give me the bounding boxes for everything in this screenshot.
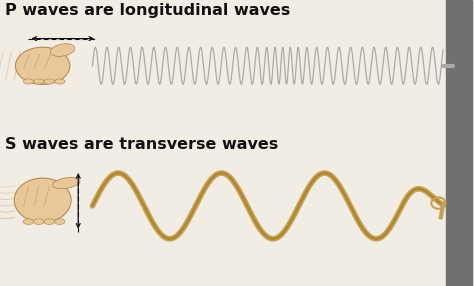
Ellipse shape <box>14 178 71 223</box>
Ellipse shape <box>15 47 70 84</box>
Bar <box>446 0 472 286</box>
Ellipse shape <box>23 79 34 84</box>
Ellipse shape <box>23 219 34 225</box>
Ellipse shape <box>34 219 44 225</box>
Ellipse shape <box>44 219 55 225</box>
Text: P waves are longitudinal waves: P waves are longitudinal waves <box>5 3 290 18</box>
Ellipse shape <box>53 178 80 188</box>
Ellipse shape <box>55 219 65 225</box>
Ellipse shape <box>50 44 75 56</box>
Ellipse shape <box>34 79 44 84</box>
Ellipse shape <box>55 79 65 84</box>
Text: S waves are transverse waves: S waves are transverse waves <box>5 137 278 152</box>
Ellipse shape <box>44 79 55 84</box>
